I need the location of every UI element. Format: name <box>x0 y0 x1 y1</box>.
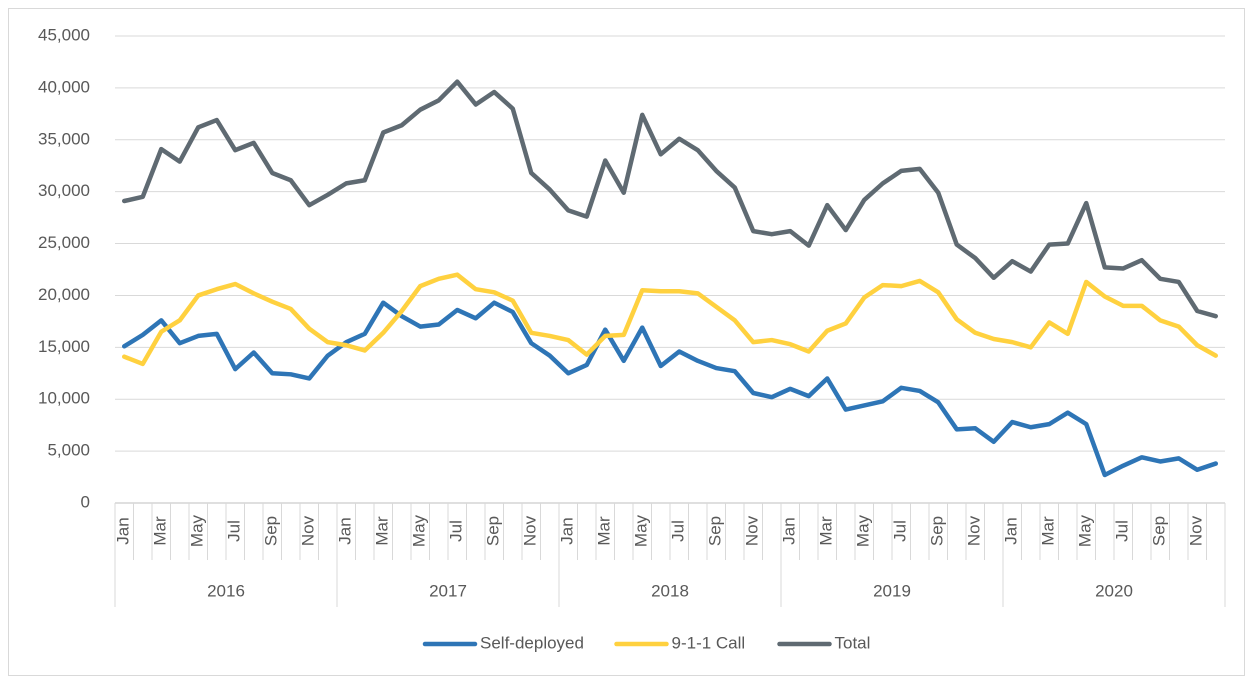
x-tick-label: Nov <box>521 515 540 546</box>
x-tick-label: Jul <box>891 520 910 542</box>
year-label: 2017 <box>429 581 467 600</box>
x-tick-label: Jan <box>336 517 355 544</box>
x-tick-label: Mar <box>817 516 836 546</box>
x-tick-label: May <box>1076 514 1095 547</box>
x-tick-label: Jul <box>225 520 244 542</box>
x-tick-label: Jan <box>114 517 133 544</box>
x-tick-label: Jan <box>1002 517 1021 544</box>
y-tick-label: 45,000 <box>38 25 90 44</box>
x-tick-label: May <box>410 514 429 547</box>
legend-label: 9-1-1 Call <box>672 633 746 652</box>
legend-label: Total <box>835 633 871 652</box>
y-tick-label: 5,000 <box>47 441 90 460</box>
x-tick-label: Jul <box>1113 520 1132 542</box>
y-tick-label: 30,000 <box>38 181 90 200</box>
x-tick-label: Mar <box>373 516 392 546</box>
x-tick-label: Jan <box>780 517 799 544</box>
x-tick-label: Sep <box>1150 516 1169 546</box>
x-tick-label: Nov <box>299 515 318 546</box>
chart-border <box>8 8 1245 676</box>
year-label: 2020 <box>1095 581 1133 600</box>
y-tick-label: 15,000 <box>38 337 90 356</box>
year-label: 2016 <box>207 581 245 600</box>
x-tick-label: May <box>188 514 207 547</box>
x-tick-label: Sep <box>928 516 947 546</box>
y-tick-label: 20,000 <box>38 285 90 304</box>
x-tick-label: Mar <box>151 516 170 546</box>
series-line <box>122 272 1218 367</box>
x-tick-label: Sep <box>262 516 281 546</box>
x-tick-label: Jul <box>447 520 466 542</box>
x-tick-label: Mar <box>595 516 614 546</box>
y-tick-label: 40,000 <box>38 77 90 96</box>
x-tick-label: Jul <box>669 520 688 542</box>
year-label: 2018 <box>651 581 689 600</box>
x-tick-label: Jan <box>558 517 577 544</box>
y-tick-label: 25,000 <box>38 233 90 252</box>
year-label: 2019 <box>873 581 911 600</box>
y-tick-label: 35,000 <box>38 129 90 148</box>
x-tick-label: Nov <box>743 515 762 546</box>
x-tick-label: May <box>632 514 651 547</box>
legend-label: Self-deployed <box>480 633 584 652</box>
x-tick-label: Nov <box>1187 515 1206 546</box>
x-tick-label: May <box>854 514 873 547</box>
y-tick-label: 10,000 <box>38 389 90 408</box>
x-tick-label: Mar <box>1039 516 1058 546</box>
x-tick-label: Sep <box>706 516 725 546</box>
series-line <box>122 79 1218 319</box>
y-tick-label: 0 <box>81 492 90 511</box>
x-tick-label: Sep <box>484 516 503 546</box>
x-tick-label: Nov <box>965 515 984 546</box>
series-line <box>122 300 1218 478</box>
